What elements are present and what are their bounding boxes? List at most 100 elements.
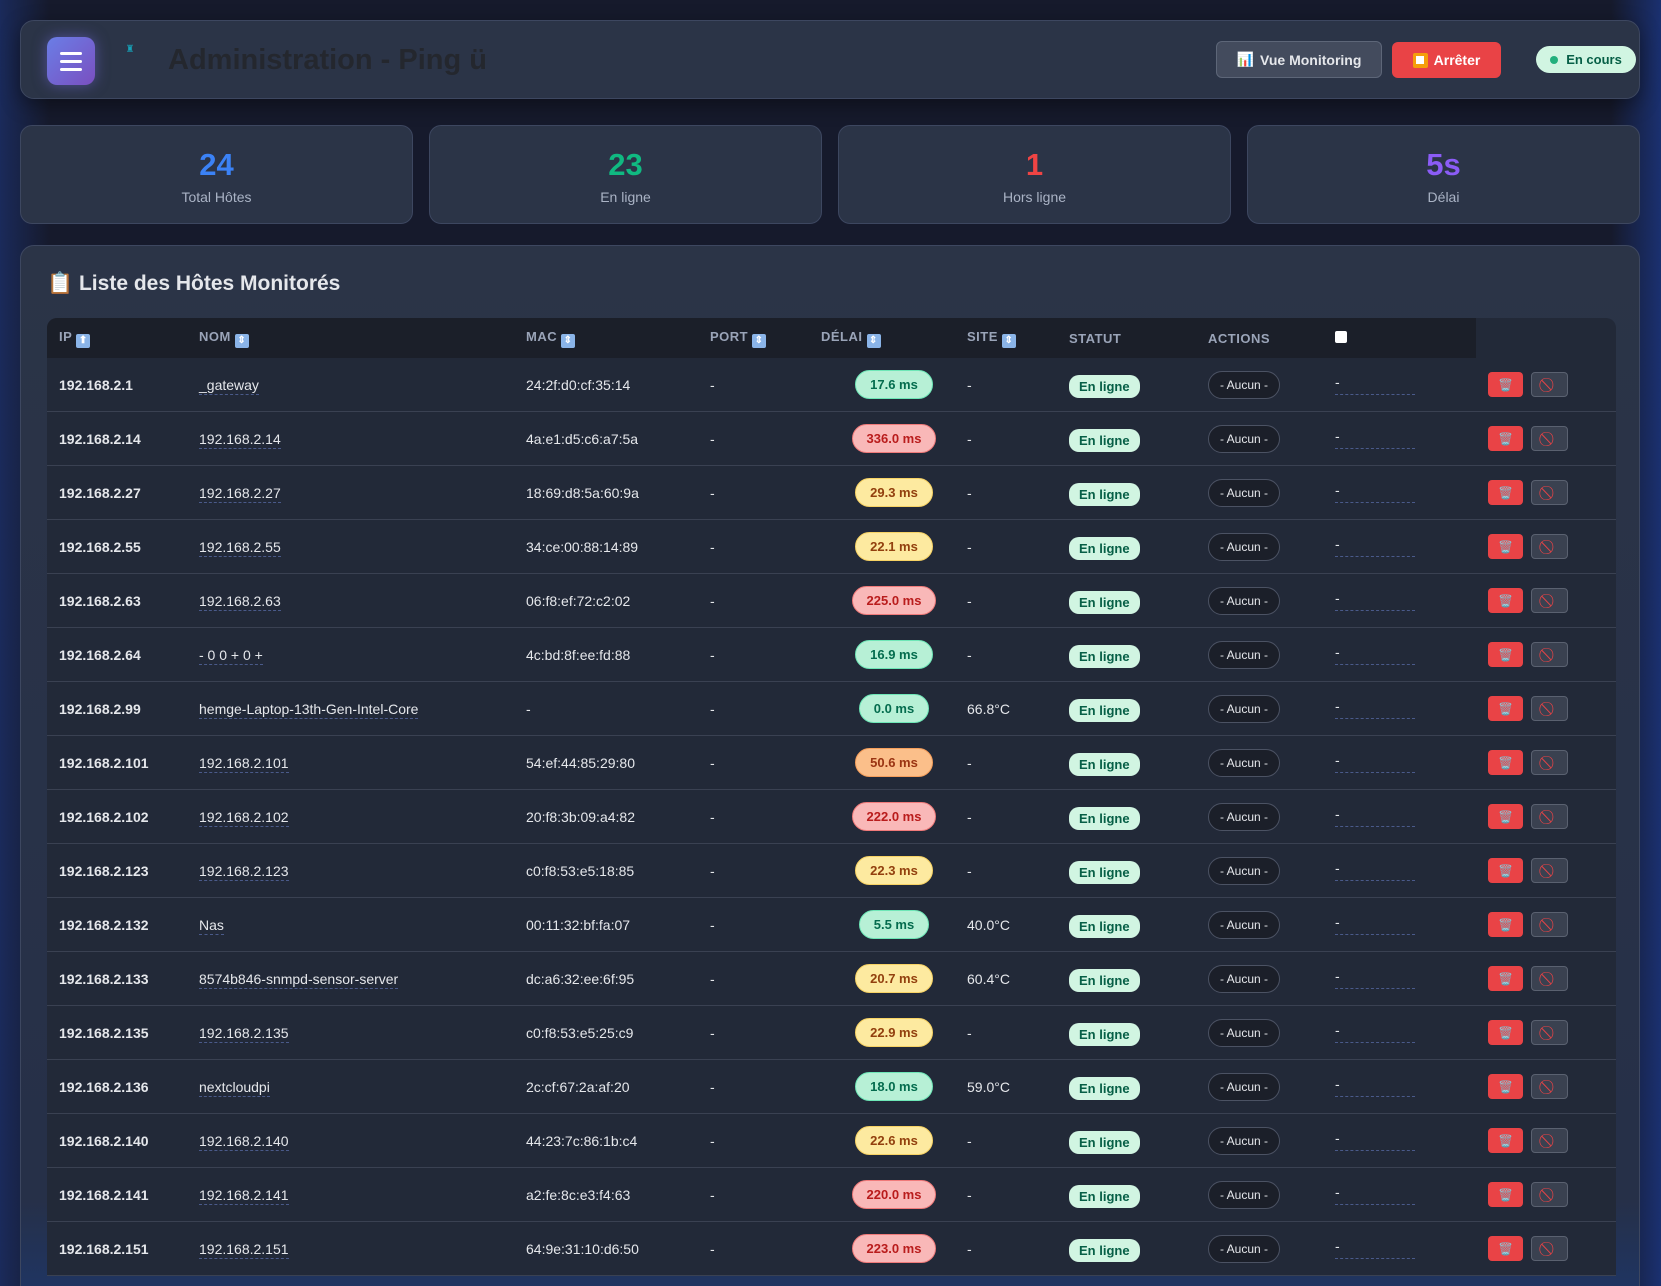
host-name-editable[interactable]: 192.168.2.63 (199, 592, 281, 611)
block-button[interactable]: ⃠ (1531, 912, 1568, 937)
action-select[interactable]: - Aucun - (1208, 1018, 1281, 1047)
action-select[interactable]: - Aucun - (1208, 478, 1281, 507)
action-select[interactable]: - Aucun - (1208, 1072, 1281, 1101)
delete-button[interactable]: 🗑️ (1488, 480, 1523, 505)
host-name-editable[interactable]: hemge-Laptop-13th-Gen-Intel-Core (199, 700, 419, 719)
action-select[interactable]: - Aucun - (1208, 964, 1281, 993)
monitoring-view-button[interactable]: 📊 Vue Monitoring (1216, 41, 1382, 78)
block-button[interactable]: ⃠ (1531, 804, 1568, 829)
note-editable[interactable]: - (1335, 968, 1415, 989)
col-mac[interactable]: MAC ⇕ (526, 329, 710, 348)
host-name-editable[interactable]: 192.168.2.123 (199, 862, 289, 881)
block-button[interactable]: ⃠ (1531, 750, 1568, 775)
delete-button[interactable]: 🗑️ (1488, 912, 1523, 937)
block-button[interactable]: ⃠ (1531, 480, 1568, 505)
note-editable[interactable]: - (1335, 1238, 1415, 1259)
block-button[interactable]: ⃠ (1531, 534, 1568, 559)
action-select[interactable]: - Aucun - (1208, 694, 1281, 723)
block-button[interactable]: ⃠ (1531, 426, 1568, 451)
stop-button[interactable]: Arrêter (1392, 42, 1501, 78)
select-all-checkbox[interactable] (1335, 330, 1347, 343)
block-button[interactable]: ⃠ (1531, 642, 1568, 667)
delete-button[interactable]: 🗑️ (1488, 858, 1523, 883)
host-name-editable[interactable]: _gateway (199, 376, 259, 395)
block-button[interactable]: ⃠ (1531, 966, 1568, 991)
host-name-editable[interactable]: 192.168.2.140 (199, 1132, 289, 1151)
delete-button[interactable]: 🗑️ (1488, 642, 1523, 667)
note-editable[interactable]: - (1335, 860, 1415, 881)
host-name-editable[interactable]: 192.168.2.135 (199, 1024, 289, 1043)
block-button[interactable]: ⃠ (1531, 1020, 1568, 1045)
host-name-editable[interactable]: - 0 0 + 0 + (199, 646, 263, 665)
action-select[interactable]: - Aucun - (1208, 802, 1281, 831)
delete-button[interactable]: 🗑️ (1488, 696, 1523, 721)
block-button[interactable]: ⃠ (1531, 372, 1568, 397)
block-button[interactable]: ⃠ (1531, 858, 1568, 883)
note-editable[interactable]: - (1335, 752, 1415, 773)
stat-value: 1 (1025, 147, 1044, 182)
host-name-editable[interactable]: 192.168.2.101 (199, 754, 289, 773)
note-editable[interactable]: - (1335, 1130, 1415, 1151)
action-select[interactable]: - Aucun - (1208, 370, 1281, 399)
delete-button[interactable]: 🗑️ (1488, 372, 1523, 397)
note-editable[interactable]: - (1335, 536, 1415, 557)
col-label: PORT (710, 328, 749, 344)
note-editable[interactable]: - (1335, 428, 1415, 449)
action-select[interactable]: - Aucun - (1208, 748, 1281, 777)
host-name-editable[interactable]: 192.168.2.55 (199, 538, 281, 557)
host-port: - (710, 700, 715, 717)
host-port: - (710, 754, 715, 771)
note-editable[interactable]: - (1335, 806, 1415, 827)
block-button[interactable]: ⃠ (1531, 1182, 1568, 1207)
note-editable[interactable]: - (1335, 590, 1415, 611)
action-select[interactable]: - Aucun - (1208, 856, 1281, 885)
host-name-editable[interactable]: 192.168.2.27 (199, 484, 281, 503)
block-button[interactable]: ⃠ (1531, 1236, 1568, 1261)
block-button[interactable]: ⃠ (1531, 696, 1568, 721)
host-name-editable[interactable]: 192.168.2.141 (199, 1186, 289, 1205)
action-select[interactable]: - Aucun - (1208, 1180, 1281, 1209)
status-badge: En ligne (1069, 483, 1140, 506)
delete-button[interactable]: 🗑️ (1488, 1020, 1523, 1045)
action-select[interactable]: - Aucun - (1208, 424, 1281, 453)
col-delay[interactable]: DÉLAI ⇕ (821, 329, 967, 348)
delete-button[interactable]: 🗑️ (1488, 1236, 1523, 1261)
col-site[interactable]: SITE ⇕ (967, 329, 1069, 348)
delete-button[interactable]: 🗑️ (1488, 966, 1523, 991)
delete-button[interactable]: 🗑️ (1488, 588, 1523, 613)
delete-button[interactable]: 🗑️ (1488, 750, 1523, 775)
host-name-editable[interactable]: nextcloudpi (199, 1078, 270, 1097)
action-select[interactable]: - Aucun - (1208, 1126, 1281, 1155)
note-editable[interactable]: - (1335, 698, 1415, 719)
menu-button[interactable] (47, 37, 95, 85)
col-port[interactable]: PORT ⇕ (710, 329, 821, 348)
delete-button[interactable]: 🗑️ (1488, 1074, 1523, 1099)
note-editable[interactable]: - (1335, 1184, 1415, 1205)
delete-button[interactable]: 🗑️ (1488, 804, 1523, 829)
host-name-editable[interactable]: 192.168.2.151 (199, 1240, 289, 1259)
block-button[interactable]: ⃠ (1531, 1074, 1568, 1099)
note-editable[interactable]: - (1335, 1076, 1415, 1097)
action-select[interactable]: - Aucun - (1208, 910, 1281, 939)
action-select[interactable]: - Aucun - (1208, 1234, 1281, 1263)
col-ip[interactable]: IP ⬆ (47, 329, 199, 348)
action-select[interactable]: - Aucun - (1208, 640, 1281, 669)
col-name[interactable]: NOM ⇕ (199, 329, 526, 348)
note-editable[interactable]: - (1335, 644, 1415, 665)
note-editable[interactable]: - (1335, 914, 1415, 935)
delete-button[interactable]: 🗑️ (1488, 1182, 1523, 1207)
note-editable[interactable]: - (1335, 482, 1415, 503)
block-button[interactable]: ⃠ (1531, 1128, 1568, 1153)
action-select[interactable]: - Aucun - (1208, 586, 1281, 615)
delete-button[interactable]: 🗑️ (1488, 1128, 1523, 1153)
note-editable[interactable]: - (1335, 1022, 1415, 1043)
action-select[interactable]: - Aucun - (1208, 532, 1281, 561)
note-editable[interactable]: - (1335, 374, 1415, 395)
host-name-editable[interactable]: Nas (199, 916, 224, 935)
delete-button[interactable]: 🗑️ (1488, 534, 1523, 559)
host-name-editable[interactable]: 192.168.2.14 (199, 430, 281, 449)
host-name-editable[interactable]: 192.168.2.102 (199, 808, 289, 827)
block-button[interactable]: ⃠ (1531, 588, 1568, 613)
delete-button[interactable]: 🗑️ (1488, 426, 1523, 451)
host-name-editable[interactable]: 8574b846-snmpd-sensor-server (199, 970, 399, 989)
